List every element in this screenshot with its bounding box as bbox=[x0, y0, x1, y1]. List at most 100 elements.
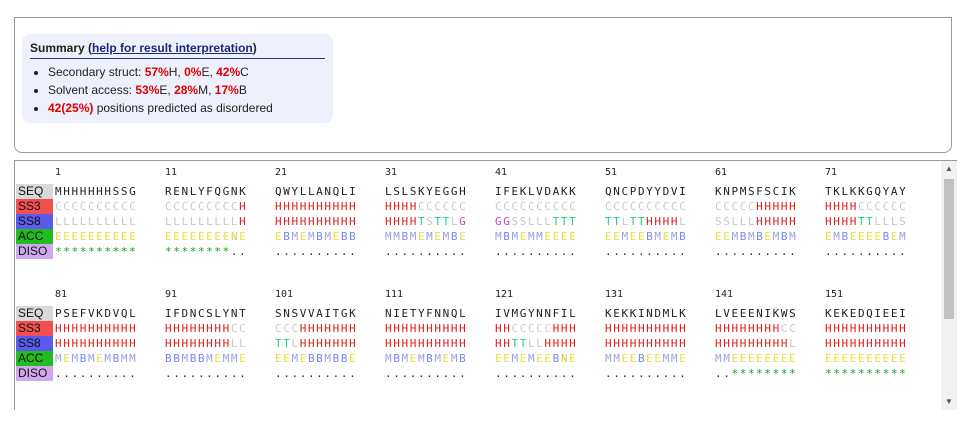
ss8-segment: HHHHHHHHLL bbox=[165, 337, 248, 350]
ss8-segment: HHHHHHHHHH bbox=[605, 337, 688, 350]
diso-segment: .......... bbox=[275, 367, 358, 380]
acc-segment: MMBMEMEMBE bbox=[385, 230, 468, 243]
diso-segment: .......... bbox=[275, 245, 358, 258]
diso-segment: .......... bbox=[605, 245, 688, 258]
acc-segment: MMEEEEEEEE bbox=[715, 352, 798, 365]
sequence-panel[interactable]: 1 11 21 31 41 51 61 71 SEQ MHHHHHHSSG RENLYFQGNK QW… bbox=[14, 160, 957, 410]
diso-segment: ********** bbox=[825, 367, 908, 380]
position-number: 41 bbox=[495, 167, 508, 178]
ss3-segment: HHHHHHHHHH bbox=[605, 322, 688, 335]
scroll-thumb[interactable] bbox=[944, 179, 954, 319]
acc-segment: EMBEEEEBEM bbox=[825, 230, 908, 243]
diso-segment: .......... bbox=[165, 367, 248, 380]
seq-segment: KEKKINDMLK bbox=[605, 307, 688, 320]
diso-segment: .......... bbox=[715, 245, 798, 258]
acc-segment: MBMEMBMEMB bbox=[385, 352, 468, 365]
ss3-segment: CCCCCCCCCC bbox=[55, 200, 138, 213]
ss3-segment: CCCCCCCCCC bbox=[605, 200, 688, 213]
position-number: 11 bbox=[165, 167, 178, 178]
acc-segment: BBMBBMEMME bbox=[165, 352, 248, 365]
seq-segment: QWYLLANQLI bbox=[275, 185, 358, 198]
ss3-segment: HHHHHHHHHH bbox=[385, 322, 468, 335]
acc-segment: EEMEBBMBBE bbox=[275, 352, 358, 365]
ss3-segment: HHHHCCCCCC bbox=[385, 200, 468, 213]
acc-segment: MMEEBEEMME bbox=[605, 352, 688, 365]
ss8-segment: LLLLLLLLLL bbox=[55, 215, 138, 228]
acc-segment: EEMEEBMEMB bbox=[605, 230, 688, 243]
position-number: 31 bbox=[385, 167, 398, 178]
row-label-diso: DISO bbox=[16, 244, 53, 259]
vertical-scrollbar[interactable]: ▲ ▼ bbox=[941, 161, 957, 410]
seq-segment: KNPMSFSCIK bbox=[715, 185, 798, 198]
row-label-ss3: SS3 bbox=[16, 199, 53, 214]
position-number: 61 bbox=[715, 167, 728, 178]
position-number: 1 bbox=[55, 167, 62, 178]
help-link[interactable]: help for result interpretation bbox=[92, 41, 253, 55]
ss3-segment: HHHHHHHHCC bbox=[165, 322, 248, 335]
ss8-segment: HHHHHHHHHH bbox=[275, 215, 358, 228]
summary-line: 42(25%) positions predicted as disordere… bbox=[48, 101, 325, 116]
seq-segment: RENLYFQGNK bbox=[165, 185, 248, 198]
ss8-segment: HHTTLLHHHH bbox=[495, 337, 578, 350]
seq-segment: NIETYFNNQL bbox=[385, 307, 468, 320]
seq-segment: LSLSKYEGGH bbox=[385, 185, 468, 198]
row-label-ss8: SS8 bbox=[16, 214, 53, 229]
ss8-segment: HHHHHHHHHH bbox=[385, 337, 468, 350]
position-number: 141 bbox=[715, 289, 734, 300]
ss3-segment: CCCHHHHHHH bbox=[275, 322, 358, 335]
diso-segment: .......... bbox=[495, 245, 578, 258]
diso-segment: .......... bbox=[385, 245, 468, 258]
diso-segment: ..******** bbox=[715, 367, 798, 380]
row-label-acc: ACC bbox=[16, 351, 53, 366]
scroll-up-icon[interactable]: ▲ bbox=[945, 164, 953, 173]
seq-segment: IFDNCSLYNT bbox=[165, 307, 248, 320]
seq-segment: SNSVVAITGK bbox=[275, 307, 358, 320]
acc-segment: MBMEMMEEEE bbox=[495, 230, 578, 243]
ss8-segment: HHHHHHHHHH bbox=[55, 337, 138, 350]
summary-title: Summary (help for result interpretation) bbox=[30, 41, 325, 59]
position-number: 71 bbox=[825, 167, 838, 178]
diso-segment: .......... bbox=[825, 245, 908, 258]
summary-list: Secondary struct: 57%H, 0%E, 42%C Solvent… bbox=[30, 65, 325, 116]
position-number: 91 bbox=[165, 289, 178, 300]
row-label-diso: DISO bbox=[16, 366, 53, 381]
ss8-segment: HHHHHHHHHL bbox=[715, 337, 798, 350]
acc-segment: EEEEEEEEEE bbox=[55, 230, 138, 243]
position-number: 131 bbox=[605, 289, 624, 300]
diso-segment: .......... bbox=[605, 367, 688, 380]
ss8-segment: TTLTTHHHHL bbox=[605, 215, 688, 228]
position-number: 51 bbox=[605, 167, 618, 178]
ss3-segment: HHHHCCCCCC bbox=[825, 200, 908, 213]
acc-segment: EEMEMEEBNE bbox=[495, 352, 578, 365]
ss8-segment: GGSSLLLTTT bbox=[495, 215, 578, 228]
position-number: 101 bbox=[275, 289, 294, 300]
position-number: 81 bbox=[55, 289, 68, 300]
diso-segment: ********** bbox=[55, 245, 138, 258]
ss8-segment: HHHHTTLLLS bbox=[825, 215, 908, 228]
seq-segment: PSEFVKDVQL bbox=[55, 307, 138, 320]
diso-segment: .......... bbox=[55, 367, 138, 380]
ss8-segment: TTLHHHHHHH bbox=[275, 337, 358, 350]
summary-box: Summary (help for result interpretation)… bbox=[22, 34, 333, 123]
ss8-segment: HHHHHHHHHH bbox=[825, 337, 908, 350]
ss8-segment: SSLLLHHHHH bbox=[715, 215, 798, 228]
position-number: 121 bbox=[495, 289, 514, 300]
row-label-ss3: SS3 bbox=[16, 321, 53, 336]
acc-segment: EBMEMBMEBB bbox=[275, 230, 358, 243]
diso-segment: .......... bbox=[495, 367, 578, 380]
acc-segment: EEEEEEEEEE bbox=[825, 352, 908, 365]
ss8-segment: LLLLLLLLLH bbox=[165, 215, 248, 228]
ss3-segment: HHHHHHHHHH bbox=[275, 200, 358, 213]
row-label-ss8: SS8 bbox=[16, 336, 53, 351]
ss8-segment: HHHHTSTTLG bbox=[385, 215, 468, 228]
seq-segment: IFEKLVDAKK bbox=[495, 185, 578, 198]
summary-line: Solvent access: 53%E, 28%M, 17%B bbox=[48, 83, 325, 98]
seq-segment: KEKEDQIEEI bbox=[825, 307, 908, 320]
seq-segment: TKLKKGQYAY bbox=[825, 185, 908, 198]
scroll-down-icon[interactable]: ▼ bbox=[945, 397, 953, 406]
ss3-segment: HHCCCCCHHH bbox=[495, 322, 578, 335]
seq-segment: LVEEENIKWS bbox=[715, 307, 798, 320]
ss3-segment: HHHHHHHHHH bbox=[825, 322, 908, 335]
ss3-segment: CCCCCCCCCH bbox=[165, 200, 248, 213]
position-number: 21 bbox=[275, 167, 288, 178]
